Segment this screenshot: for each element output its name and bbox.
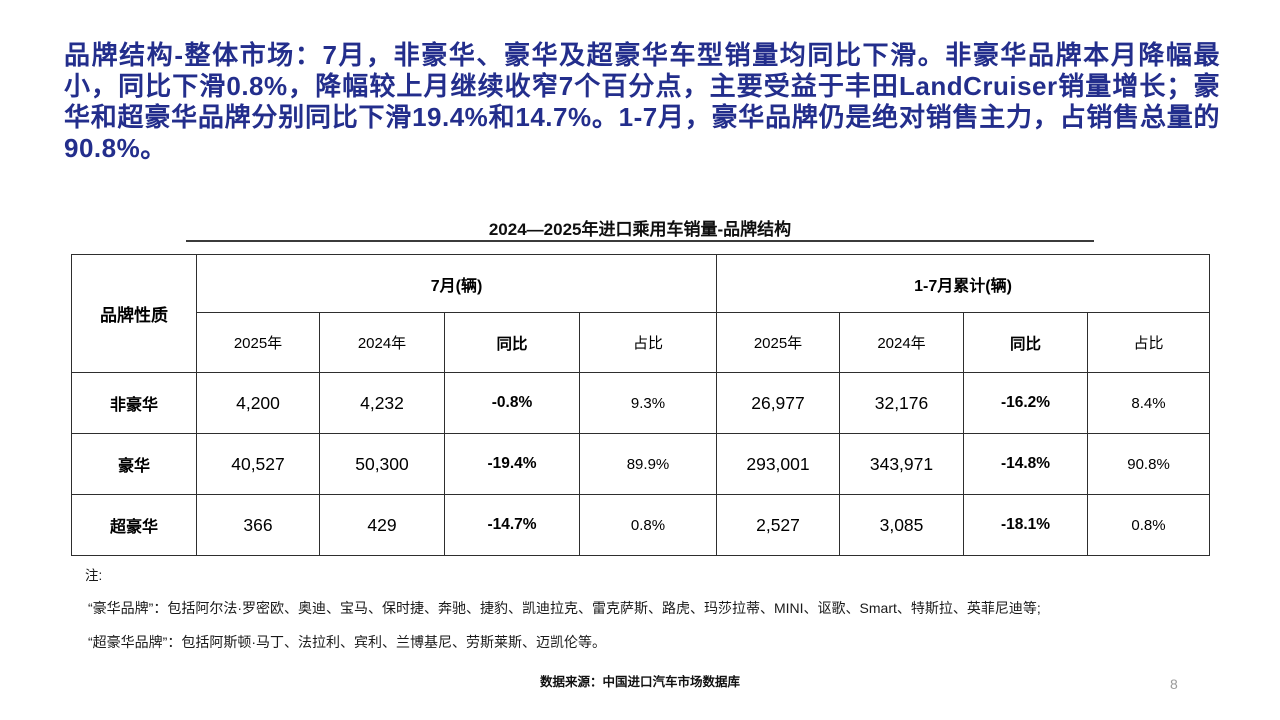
slide-heading: 品牌结构-整体市场：7月，非豪华、豪华及超豪华车型销量均同比下滑。非豪华品牌本月… — [64, 40, 1220, 163]
table-cell: 366 — [196, 494, 320, 556]
subheader-cum-2025: 2025年 — [716, 312, 840, 373]
table-cell: -18.1% — [963, 494, 1088, 556]
subheader-jul-share: 占比 — [579, 312, 717, 373]
table-cell: 0.8% — [579, 494, 717, 556]
sales-table: 品牌性质 7月(辆) 1-7月累计(辆) 2025年 2024年 同比 占比 2… — [71, 254, 1211, 556]
table-cell: 4,232 — [319, 372, 445, 434]
row-label: 豪华 — [71, 433, 197, 495]
corner-header: 品牌性质 — [71, 254, 197, 373]
subheader-cum-yoy: 同比 — [963, 312, 1088, 373]
group-header-july: 7月(辆) — [196, 254, 717, 313]
table-cell: 4,200 — [196, 372, 320, 434]
table-title: 2024—2025年进口乘用车销量-品牌结构 — [488, 220, 792, 239]
table-cell: 8.4% — [1086, 372, 1211, 434]
subheader-cum-share: 占比 — [1086, 312, 1211, 373]
table-cell: -16.2% — [963, 372, 1088, 434]
table-cell: 40,527 — [196, 433, 320, 495]
table-row-non-luxury: 非豪华 4,200 4,232 -0.8% 9.3% 26,977 32,176… — [71, 372, 1211, 434]
notes-block: 注: “豪华品牌”：包括阿尔法·罗密欧、奥迪、宝马、保时捷、奔驰、捷豹、凯迪拉克… — [85, 564, 1205, 652]
table-cell: 0.8% — [1086, 494, 1211, 556]
notes-label: 注: — [85, 568, 103, 583]
table-cell: 26,977 — [716, 372, 840, 434]
table-cell: 89.9% — [579, 433, 717, 495]
table-cell: 3,085 — [839, 494, 964, 556]
table-cell: 2,527 — [716, 494, 840, 556]
table-cell: 90.8% — [1086, 433, 1211, 495]
row-label: 非豪华 — [71, 372, 197, 434]
subheader-jul-2024: 2024年 — [319, 312, 445, 373]
table-row-super-luxury: 超豪华 366 429 -14.7% 0.8% 2,527 3,085 -18.… — [71, 494, 1211, 556]
table-header-row-sub: 2025年 2024年 同比 占比 2025年 2024年 同比 占比 — [72, 312, 1211, 373]
source-caption: 数据来源：中国进口汽车市场数据库 — [539, 675, 740, 689]
table-cell: 32,176 — [839, 372, 964, 434]
row-label: 超豪华 — [71, 494, 197, 556]
table-cell: -14.7% — [444, 494, 580, 556]
table-cell: 293,001 — [716, 433, 840, 495]
page-number: 8 — [1170, 676, 1178, 692]
table-header-row-groups: 品牌性质 7月(辆) 1-7月累计(辆) — [71, 254, 1211, 373]
group-header-cumulative: 1-7月累计(辆) — [715, 254, 1211, 313]
table-cell: 343,971 — [839, 433, 964, 495]
note-line-super-luxury: “超豪华品牌”：包括阿斯顿·马丁、法拉利、宾利、兰博基尼、劳斯莱斯、迈凯伦等。 — [88, 634, 606, 650]
subheader-jul-2025: 2025年 — [196, 312, 320, 373]
subheader-jul-yoy: 同比 — [444, 312, 580, 373]
table-cell: 429 — [319, 494, 445, 556]
table-cell: -14.8% — [963, 433, 1088, 495]
table-cell: 9.3% — [579, 372, 717, 434]
title-underline — [186, 240, 1094, 242]
note-line-luxury: “豪华品牌”：包括阿尔法·罗密欧、奥迪、宝马、保时捷、奔驰、捷豹、凯迪拉克、雷克… — [88, 600, 1041, 616]
table-row-luxury: 豪华 40,527 50,300 -19.4% 89.9% 293,001 34… — [71, 433, 1211, 495]
table-cell: -0.8% — [444, 372, 580, 434]
subheader-cum-2024: 2024年 — [839, 312, 964, 373]
table-cell: 50,300 — [319, 433, 445, 495]
table-cell: -19.4% — [444, 433, 580, 495]
